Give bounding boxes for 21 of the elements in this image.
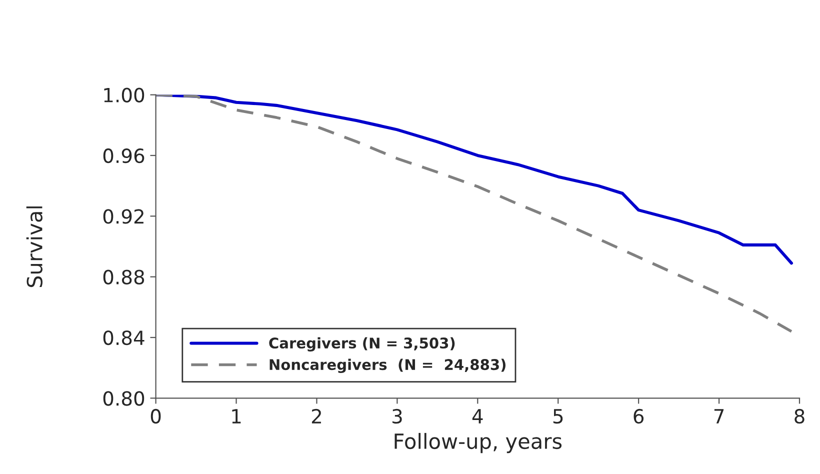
x-axis-title: Follow-up, years [394, 432, 562, 454]
y-tick-label: 0.96 [103, 148, 144, 164]
legend-label: Caregivers (N = 3,503) [269, 337, 455, 352]
y-tick-label: 0.84 [103, 330, 144, 346]
y-tick-label: 1.00 [104, 88, 144, 102]
x-tick-label: 0 [150, 408, 161, 424]
y-tick-label: 0.80 [103, 391, 144, 406]
line-series [156, 94, 793, 333]
line-series [156, 94, 793, 265]
x-tick-label: 7 [714, 409, 724, 424]
x-tick-label: 8 [794, 408, 804, 424]
x-tick-label: 1 [232, 409, 241, 424]
x-tick-label: 2 [312, 408, 321, 424]
y-axis-title: Survival [26, 206, 42, 288]
x-tick-label: 6 [634, 408, 644, 424]
x-tick-label: 5 [553, 409, 563, 424]
legend-label: Noncaregivers (N = 24,883) [270, 358, 506, 374]
y-tick-label: 0.92 [103, 209, 144, 224]
x-tick-label: 3 [392, 408, 402, 424]
y-tick-label: 0.88 [103, 270, 144, 284]
x-tick-label: 4 [472, 409, 483, 424]
